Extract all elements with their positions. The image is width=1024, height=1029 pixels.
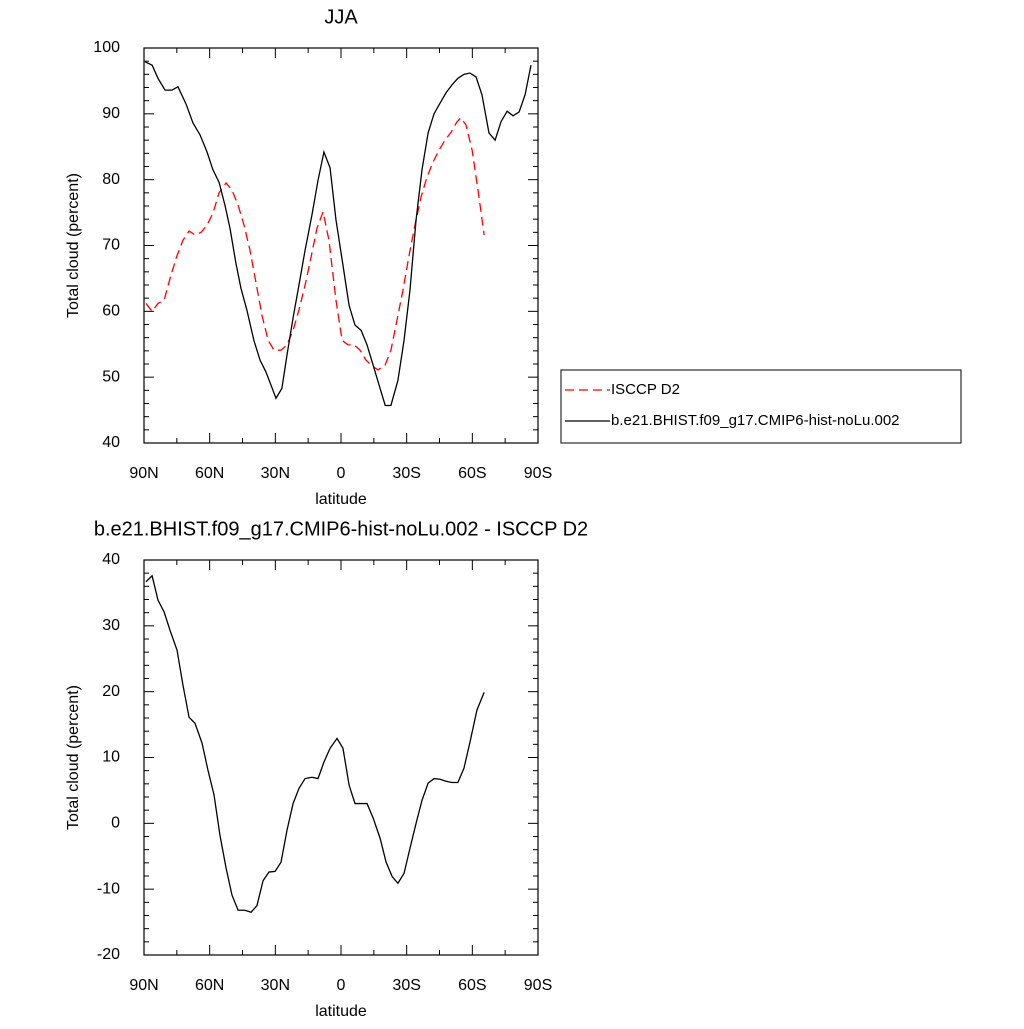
y-axis-title: Total cloud (percent)	[65, 685, 82, 830]
data-line	[145, 116, 485, 371]
y-tick-label: 90	[102, 105, 120, 122]
x-tick-label: 0	[337, 465, 346, 482]
x-tick-label: 60S	[458, 465, 486, 482]
x-tick-label: 60N	[195, 977, 224, 994]
x-tick-label: 90N	[129, 977, 158, 994]
x-tick-label: 30S	[392, 977, 420, 994]
x-tick-label: 60S	[458, 977, 486, 994]
plot-frame	[143, 47, 539, 444]
y-tick-label: 0	[111, 815, 120, 832]
chart-title: b.e21.BHIST.f09_g17.CMIP6-hist-noLu.002 …	[94, 518, 588, 540]
x-tick-label: 30N	[261, 465, 290, 482]
y-tick-label: 80	[102, 171, 120, 188]
x-axis-title: latitude	[315, 1003, 367, 1020]
y-tick-label: 10	[102, 749, 120, 766]
data-line	[144, 61, 532, 407]
y-tick-label: 70	[102, 237, 120, 254]
legend-label: b.e21.BHIST.f09_g17.CMIP6-hist-noLu.002	[611, 412, 900, 429]
y-tick-label: -10	[97, 880, 120, 897]
plot-frame	[143, 559, 539, 956]
legend-label: ISCCP D2	[611, 381, 680, 398]
y-tick-label: 30	[102, 617, 120, 634]
legend-box	[560, 369, 962, 444]
x-axis-title: latitude	[315, 491, 367, 508]
y-tick-label: -20	[97, 946, 120, 963]
x-tick-label: 90N	[129, 465, 158, 482]
x-tick-label: 30N	[261, 977, 290, 994]
x-tick-label: 0	[337, 977, 346, 994]
y-tick-label: 40	[102, 551, 120, 568]
y-tick-label: 100	[93, 39, 120, 56]
y-tick-label: 60	[102, 303, 120, 320]
x-tick-label: 30S	[392, 465, 420, 482]
y-axis-title: Total cloud (percent)	[65, 173, 82, 318]
chart-title: JJA	[324, 6, 358, 28]
x-tick-label: 60N	[195, 465, 224, 482]
y-tick-label: 40	[102, 434, 120, 451]
data-line	[145, 574, 485, 913]
x-tick-label: 90S	[524, 977, 552, 994]
x-tick-label: 90S	[524, 465, 552, 482]
y-tick-label: 50	[102, 368, 120, 385]
y-tick-label: 20	[102, 683, 120, 700]
